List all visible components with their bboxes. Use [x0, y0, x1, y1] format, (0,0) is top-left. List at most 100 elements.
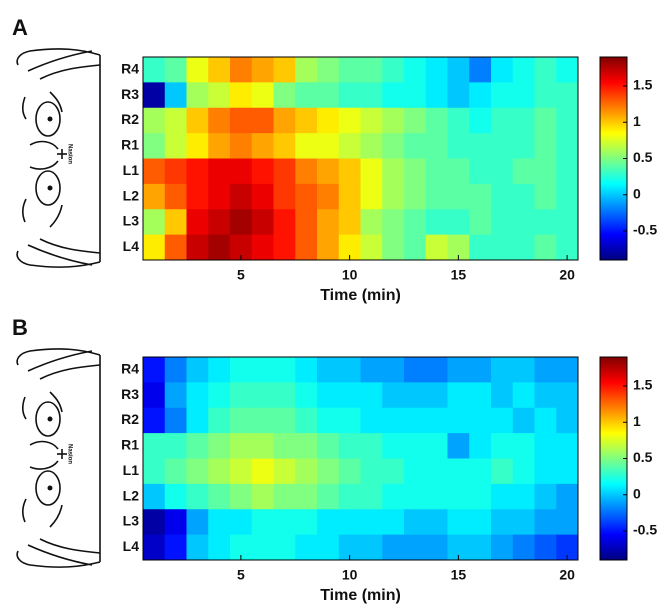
cell: [512, 357, 535, 383]
cell: [534, 407, 557, 434]
cell: [534, 534, 557, 561]
cell: [164, 458, 187, 485]
cell: [556, 158, 579, 185]
cell: [425, 407, 448, 434]
cell: [186, 357, 209, 383]
cell: [317, 357, 340, 383]
cell: [164, 433, 187, 459]
cell: [491, 107, 514, 134]
cell: [382, 407, 405, 434]
row-label: L3: [123, 213, 140, 229]
cell: [447, 534, 470, 561]
cell: [186, 433, 209, 459]
cell: [143, 133, 166, 159]
cell: [143, 458, 166, 485]
cell: [273, 82, 296, 109]
cell: [512, 458, 535, 485]
cell: [512, 234, 535, 261]
cell: [208, 407, 231, 434]
cell: [251, 133, 274, 159]
cell: [360, 534, 383, 561]
cell: [447, 158, 470, 185]
annotation: Nasion: [66, 144, 72, 164]
cell: [491, 483, 514, 510]
cell: [230, 357, 253, 383]
cell: [512, 433, 535, 459]
cell: [534, 458, 557, 485]
cell: [382, 82, 405, 109]
cell: [295, 183, 318, 210]
cell: [338, 107, 361, 134]
cell: [186, 234, 209, 261]
colorbar-tick-label: 0.5: [633, 449, 653, 465]
cell: [338, 483, 361, 510]
cell: [534, 133, 557, 159]
cell: [273, 534, 296, 561]
cell: [556, 382, 579, 409]
cell: [143, 158, 166, 185]
cell: [425, 534, 448, 561]
cell: [273, 57, 296, 83]
head-diagram: [16, 48, 101, 268]
cell: [469, 357, 492, 383]
cell: [230, 209, 253, 236]
cell: [251, 433, 274, 459]
row-label: L2: [123, 187, 140, 203]
row-label: L4: [123, 238, 140, 254]
cell: [447, 82, 470, 109]
cell: [556, 57, 579, 83]
cell: [251, 534, 274, 561]
cell: [230, 382, 253, 409]
cell: [186, 534, 209, 561]
colorbar-tick-label: 0: [633, 485, 641, 501]
cell: [556, 483, 579, 510]
x-tick-label: 5: [237, 267, 245, 283]
cell: [186, 183, 209, 210]
cell: [404, 183, 427, 210]
cell: [338, 158, 361, 185]
cell: [404, 407, 427, 434]
cell: [230, 458, 253, 485]
cell: [273, 458, 296, 485]
cell: [469, 107, 492, 134]
cell: [143, 433, 166, 459]
cell: [317, 534, 340, 561]
cell: [425, 57, 448, 83]
cell: [491, 133, 514, 159]
cell: [382, 107, 405, 134]
x-tick-label: 20: [559, 267, 575, 283]
plot-frame: [142, 56, 579, 261]
cell: [295, 534, 318, 561]
cell: [338, 509, 361, 536]
cell: [469, 483, 492, 510]
row-label: R1: [121, 137, 139, 153]
cell: [382, 183, 405, 210]
cell: [164, 183, 187, 210]
cell: [251, 509, 274, 536]
cell: [273, 509, 296, 536]
annotation: Nasion: [66, 444, 72, 464]
cell: [382, 433, 405, 459]
cell: [491, 158, 514, 185]
cell: [360, 82, 383, 109]
cell: [317, 234, 340, 261]
cell: [491, 382, 514, 409]
cell: [469, 458, 492, 485]
cell: [338, 209, 361, 236]
cell: [164, 407, 187, 434]
cell: [404, 107, 427, 134]
cell: [143, 483, 166, 510]
cell: [447, 57, 470, 83]
cell: [425, 158, 448, 185]
cell: [425, 433, 448, 459]
cell: [164, 209, 187, 236]
cell: [230, 234, 253, 261]
cell: [251, 82, 274, 109]
cell: [512, 407, 535, 434]
cell: [143, 82, 166, 109]
cell: [295, 107, 318, 134]
row-label: R4: [121, 60, 139, 76]
cell: [317, 82, 340, 109]
